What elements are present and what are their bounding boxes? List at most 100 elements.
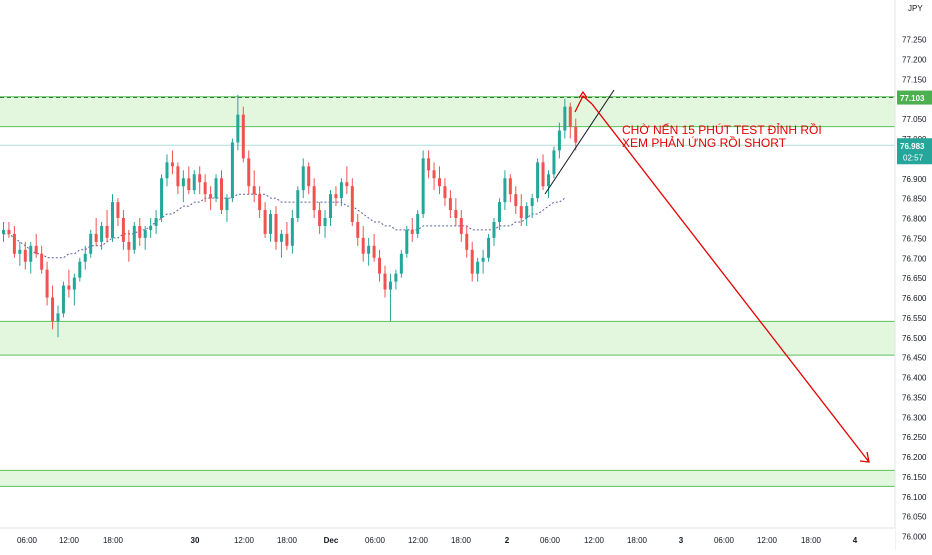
candle-body (476, 261, 480, 274)
candle-body (7, 229, 11, 234)
candle-body (67, 285, 71, 290)
candle-body (492, 221, 496, 238)
price-tick-label: 77.150 (902, 75, 927, 84)
candle-body (547, 174, 550, 187)
candle-body (568, 106, 572, 127)
candle-body (45, 269, 49, 298)
candle-body (29, 245, 33, 262)
candle-body (154, 218, 158, 226)
candle-body (574, 126, 578, 143)
candle-body (121, 218, 125, 242)
candle-body (427, 158, 431, 171)
candle-body (448, 198, 452, 211)
candle-body (170, 162, 174, 167)
moving-average-line (3, 193, 566, 259)
time-tick-label: Dec (324, 536, 339, 545)
price-tick-label: 76.450 (902, 354, 927, 363)
time-tick-label: 06:00 (365, 536, 386, 545)
time-tick-label: 18:00 (627, 536, 648, 545)
candle-body (290, 218, 294, 246)
price-tick-label: 76.150 (902, 473, 927, 482)
candle-body (443, 186, 447, 199)
price-tick-label: 76.800 (902, 215, 927, 224)
candle-body (525, 206, 529, 218)
price-tick-label: 77.250 (902, 36, 927, 45)
time-tick-label: 18:00 (801, 536, 822, 545)
candle-body (361, 237, 365, 254)
candle-body (470, 249, 474, 274)
candle-body (296, 190, 300, 218)
annotation-text-line-1: CHỜ NẾN 15 PHÚT TEST ĐỈNH RỒI (622, 122, 822, 137)
candle-body (312, 186, 316, 211)
candle-body (508, 178, 512, 195)
time-tick-label: 06:00 (17, 536, 38, 545)
candle-body (432, 170, 436, 179)
candle-body (394, 273, 398, 282)
candle-body (176, 166, 180, 187)
candle-body (416, 214, 420, 234)
time-tick-label: 06:00 (540, 536, 561, 545)
candle-body (40, 253, 44, 270)
candle-body (459, 218, 463, 234)
candle-body (503, 178, 507, 203)
time-axis[interactable]: 06:00 12:00 18:00 30 12:00 18:00 Dec 06:00 12:00… (0, 527, 895, 550)
candle-body (132, 225, 136, 250)
candle-body (383, 273, 387, 290)
time-tick-label: 12:00 (757, 536, 778, 545)
candle-body (258, 194, 262, 211)
candle-body (329, 194, 332, 218)
price-tick-label: 76.000 (902, 533, 927, 542)
time-tick-label: 4 (853, 536, 858, 545)
candle-body (530, 198, 534, 207)
price-tick-label: 76.750 (902, 234, 927, 243)
candle-body (2, 229, 5, 234)
candle-body (410, 229, 414, 234)
candle-body (519, 206, 523, 218)
candle-body (214, 178, 218, 199)
candle-body (236, 114, 240, 143)
zone-target (0, 470, 895, 487)
price-tick-label: 77.200 (902, 56, 927, 65)
candle-body (198, 174, 202, 183)
candle-body (61, 285, 65, 314)
candle-body (563, 106, 567, 131)
candle-body (263, 210, 267, 234)
candle-body (56, 313, 60, 322)
candle-body (160, 178, 164, 218)
candle-body (487, 237, 491, 258)
zone-support (0, 321, 895, 356)
time-tick-label: 12:00 (59, 536, 80, 545)
time-tick-label: 12:00 (234, 536, 255, 545)
time-tick-label: 3 (679, 536, 684, 545)
candle-body (230, 142, 234, 199)
candle-body (51, 297, 55, 322)
candle-body (105, 225, 109, 238)
candle-body (307, 166, 311, 187)
candle-body (89, 233, 93, 254)
time-tick-label: 2 (505, 536, 510, 545)
price-tick-label: 76.250 (902, 433, 927, 442)
candle-body (72, 277, 76, 290)
candle-body (318, 210, 322, 226)
candles-layer (2, 94, 578, 338)
candle-body (269, 214, 273, 234)
candle-body (138, 225, 142, 238)
price-tick-label: 76.700 (902, 254, 927, 263)
candle-body (252, 186, 256, 195)
candle-body (149, 225, 153, 230)
currency-label: JPY (908, 4, 923, 13)
candle-body (405, 229, 409, 254)
time-axis-bg (0, 528, 895, 550)
candle-body (334, 194, 338, 199)
moving-average-layer (3, 193, 566, 259)
candle-body (203, 182, 207, 195)
price-axis[interactable]: 77.25077.20077.15077.05077.00076.95076.9… (894, 0, 932, 550)
candle-body (421, 158, 425, 215)
candle-body (111, 202, 114, 238)
zones-layer (0, 96, 895, 487)
candle-body (83, 253, 87, 262)
test-arrow (574, 94, 593, 113)
time-tick-label: 30 (191, 536, 200, 545)
